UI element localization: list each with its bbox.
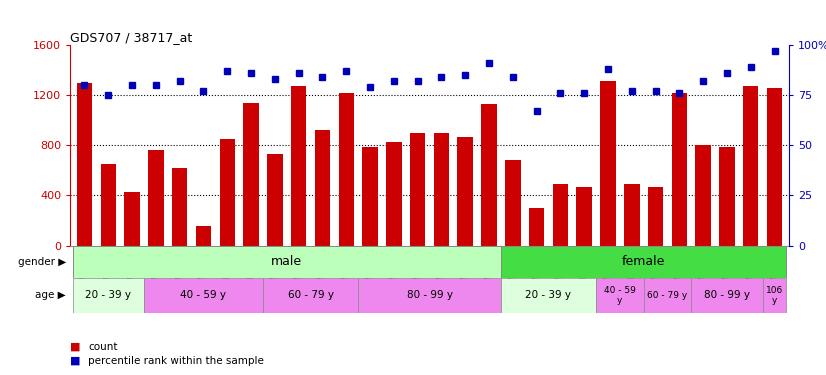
Text: 60 - 79 y: 60 - 79 y xyxy=(648,291,687,300)
Text: 80 - 99 y: 80 - 99 y xyxy=(704,290,750,300)
Text: percentile rank within the sample: percentile rank within the sample xyxy=(88,356,264,366)
Bar xyxy=(339,93,354,246)
Text: 40 - 59
y: 40 - 59 y xyxy=(604,286,636,305)
Bar xyxy=(553,184,568,246)
Bar xyxy=(624,184,639,246)
Bar xyxy=(73,278,144,313)
Bar xyxy=(244,103,259,246)
Text: 60 - 79 y: 60 - 79 y xyxy=(287,290,334,300)
Bar xyxy=(501,278,596,313)
Text: ■: ■ xyxy=(70,356,81,366)
Bar xyxy=(434,133,449,246)
Bar xyxy=(144,278,263,313)
Bar xyxy=(410,133,425,246)
Bar xyxy=(719,147,734,246)
Bar xyxy=(196,226,211,246)
Text: male: male xyxy=(271,255,302,268)
Bar xyxy=(672,93,687,246)
Bar xyxy=(767,88,782,246)
Bar xyxy=(505,160,520,246)
Bar xyxy=(743,86,758,246)
Bar xyxy=(648,187,663,246)
Bar xyxy=(643,278,691,313)
Bar xyxy=(263,278,358,313)
Text: gender ▶: gender ▶ xyxy=(18,256,66,267)
Bar xyxy=(386,141,401,246)
Text: GDS707 / 38717_at: GDS707 / 38717_at xyxy=(70,31,192,44)
Bar xyxy=(358,278,501,313)
Text: 20 - 39 y: 20 - 39 y xyxy=(525,290,572,300)
Bar xyxy=(691,278,762,313)
Bar xyxy=(315,130,330,246)
Text: 80 - 99 y: 80 - 99 y xyxy=(406,290,453,300)
Bar xyxy=(291,86,306,246)
Bar xyxy=(577,187,592,246)
Bar xyxy=(762,278,786,313)
Bar xyxy=(101,164,116,246)
Bar xyxy=(695,146,711,246)
Bar xyxy=(148,150,164,246)
Text: 20 - 39 y: 20 - 39 y xyxy=(85,290,131,300)
Text: count: count xyxy=(88,342,118,352)
Bar xyxy=(267,154,282,246)
Bar xyxy=(77,82,93,246)
Bar xyxy=(363,147,377,246)
Text: ■: ■ xyxy=(70,342,81,352)
Bar xyxy=(529,208,544,246)
Text: 40 - 59 y: 40 - 59 y xyxy=(180,290,226,300)
Text: 106
y: 106 y xyxy=(766,286,783,305)
Bar xyxy=(601,81,615,246)
Bar xyxy=(596,278,643,313)
Bar xyxy=(501,246,786,278)
Bar xyxy=(220,139,235,246)
Bar xyxy=(125,192,140,246)
Bar xyxy=(482,104,496,246)
Bar xyxy=(172,168,188,246)
Text: female: female xyxy=(622,255,666,268)
Bar xyxy=(458,136,473,246)
Bar xyxy=(73,246,501,278)
Text: age ▶: age ▶ xyxy=(36,290,66,300)
